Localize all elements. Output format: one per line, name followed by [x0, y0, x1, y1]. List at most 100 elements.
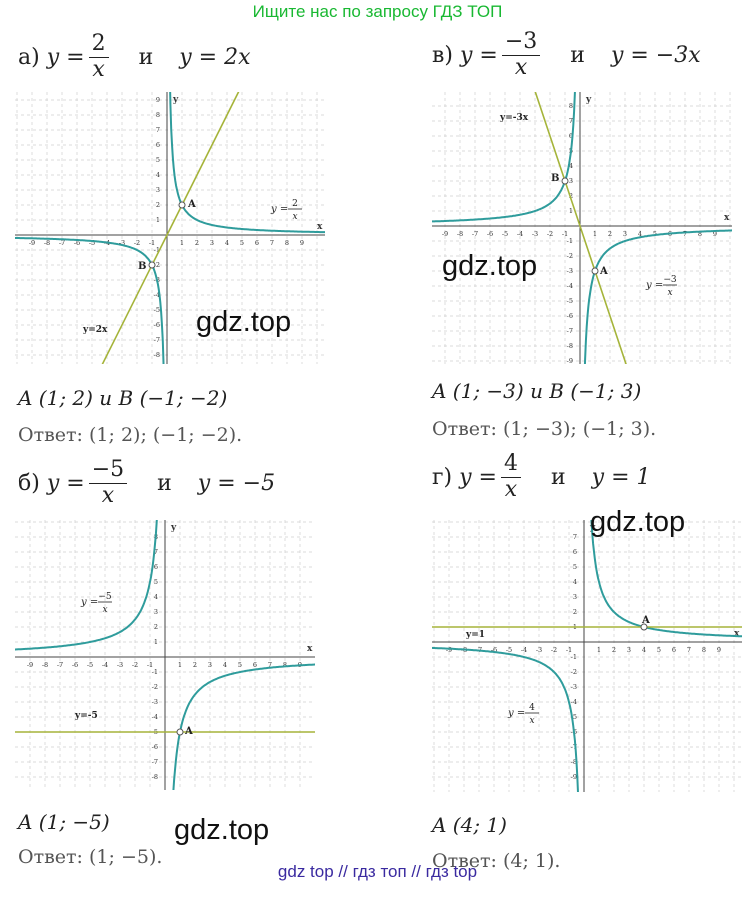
curve-label-denominator: x [292, 212, 297, 222]
y-tick-label: 2 [156, 201, 160, 209]
x-tick-label: -1 [562, 230, 568, 238]
line-graph [534, 92, 627, 364]
x-tick-label: 3 [210, 239, 214, 247]
y-tick-label: -1 [567, 237, 573, 245]
x-tick-label: 8 [283, 661, 287, 669]
problem-g-points-text: A (4; 1) [432, 813, 507, 837]
x-tick-label: -5 [87, 661, 93, 669]
problem-v-rhs: y = −3x [610, 42, 701, 68]
y-tick-label: 6 [573, 548, 577, 556]
answer-label: Ответ: [432, 418, 497, 440]
problem-g-conj: и [550, 464, 566, 490]
y-tick-label: 8 [569, 102, 573, 110]
y-tick-label: -6 [154, 321, 160, 329]
problem-g-answer-value: (4; 1). [496, 850, 561, 872]
watermark: gdz.top [174, 814, 270, 846]
point-label-a: A [187, 199, 196, 210]
curve-label: y = [80, 597, 98, 608]
x-axis-label: x [724, 213, 730, 223]
x-tick-label: -2 [132, 661, 138, 669]
x-tick-label: -9 [442, 230, 448, 238]
problem-v-numerator: −3 [501, 29, 541, 57]
x-tick-label: -3 [532, 230, 538, 238]
hyperbola-branch [15, 236, 165, 364]
problem-b-points: A (1; −5) [18, 810, 110, 834]
y-tick-label: -8 [154, 351, 160, 359]
top-banner[interactable]: Ищите нас по запросу ГДЗ ТОП [252, 2, 503, 21]
x-tick-label: 6 [255, 239, 259, 247]
x-tick-label: 3 [623, 230, 627, 238]
problem-v-equation: в) y = −3 x и y = −3x [432, 29, 701, 81]
x-tick-label: 4 [223, 661, 227, 669]
y-tick-label: 1 [154, 638, 158, 646]
problem-a-points: A (1; 2) и B (−1; −2) [18, 386, 227, 410]
y-tick-label: -2 [152, 683, 158, 691]
y-tick-label: -5 [571, 713, 577, 721]
point-label-a: A [641, 615, 650, 626]
x-tick-label: 7 [683, 230, 687, 238]
curve-label: y = [645, 280, 663, 291]
x-tick-label: -8 [457, 230, 463, 238]
problem-a-denominator: x [92, 57, 105, 83]
problem-b-fraction: −5 x [88, 457, 128, 509]
intersection-point [178, 201, 186, 209]
problem-v-prefix: в) [432, 42, 453, 68]
y-tick-label: 7 [156, 126, 160, 134]
problem-a-answer: Ответ: (1; 2); (−1; −2). [18, 424, 242, 446]
y-tick-label: -7 [571, 743, 577, 751]
y-tick-label: 4 [156, 171, 160, 179]
y-tick-label: -3 [567, 267, 573, 275]
y-tick-label: 5 [154, 578, 158, 586]
y-tick-label: -1 [571, 653, 577, 661]
footer-links[interactable]: gdz top // гдз топ // гдз top [277, 862, 478, 881]
x-tick-label: 7 [270, 239, 274, 247]
x-tick-label: 5 [657, 646, 661, 654]
curve-label-denominator: x [102, 605, 107, 615]
problem-a-points-text: A (1; 2) и B (−1; −2) [18, 386, 228, 410]
x-tick-label: 3 [627, 646, 631, 654]
x-tick-label: -7 [57, 661, 63, 669]
problem-b-denominator: x [101, 483, 115, 509]
x-tick-label: -8 [44, 239, 50, 247]
x-tick-label: 2 [612, 646, 616, 654]
y-tick-label: 6 [156, 141, 160, 149]
x-tick-label: -7 [472, 230, 478, 238]
problem-b-lhs: y = [46, 470, 85, 496]
problem-a-answer-value: (1; 2); (−1; −2). [89, 424, 243, 446]
problem-b-points-text: A (1; −5) [18, 810, 110, 834]
y-tick-label: -2 [571, 668, 577, 676]
problem-a-conj: и [138, 44, 154, 70]
y-tick-label: 4 [154, 593, 158, 601]
problem-v-fraction: −3 x [501, 29, 541, 81]
problem-b-rhs: y = −5 [197, 470, 276, 496]
x-tick-label: 6 [672, 646, 676, 654]
problem-v-conj: и [570, 42, 585, 68]
y-tick-label: 5 [573, 563, 577, 571]
point-label-a: A [599, 266, 608, 277]
problem-b-prefix: б) [18, 470, 40, 496]
x-tick-label: 4 [638, 230, 642, 238]
curve-label-numerator: −3 [663, 275, 677, 285]
watermark: gdz.top [442, 250, 538, 282]
x-tick-label: -4 [102, 661, 108, 669]
x-tick-label: -2 [134, 239, 140, 247]
y-tick-label: -4 [571, 698, 577, 706]
x-tick-label: 4 [225, 239, 229, 247]
problem-v-denominator: x [514, 55, 528, 81]
curve-label: y = [507, 708, 525, 719]
x-tick-label: 5 [238, 661, 242, 669]
x-tick-label: 2 [193, 661, 197, 669]
answer-label: Ответ: [18, 846, 83, 868]
x-tick-label: -2 [551, 646, 557, 654]
x-tick-label: -1 [147, 661, 153, 669]
y-tick-label: -4 [152, 713, 158, 721]
graph-g: xy-9-8-7-6-5-4-3-2-11234567897654321-1-2… [432, 520, 742, 792]
y-tick-label: -8 [567, 342, 573, 350]
hyperbola-branch [15, 520, 158, 651]
curve-label-denominator: x [529, 716, 534, 726]
x-tick-label: -7 [59, 239, 65, 247]
hyperbola-branch [590, 520, 742, 638]
problem-a-rhs: y = 2x [179, 44, 251, 70]
x-axis-label: x [317, 222, 323, 232]
